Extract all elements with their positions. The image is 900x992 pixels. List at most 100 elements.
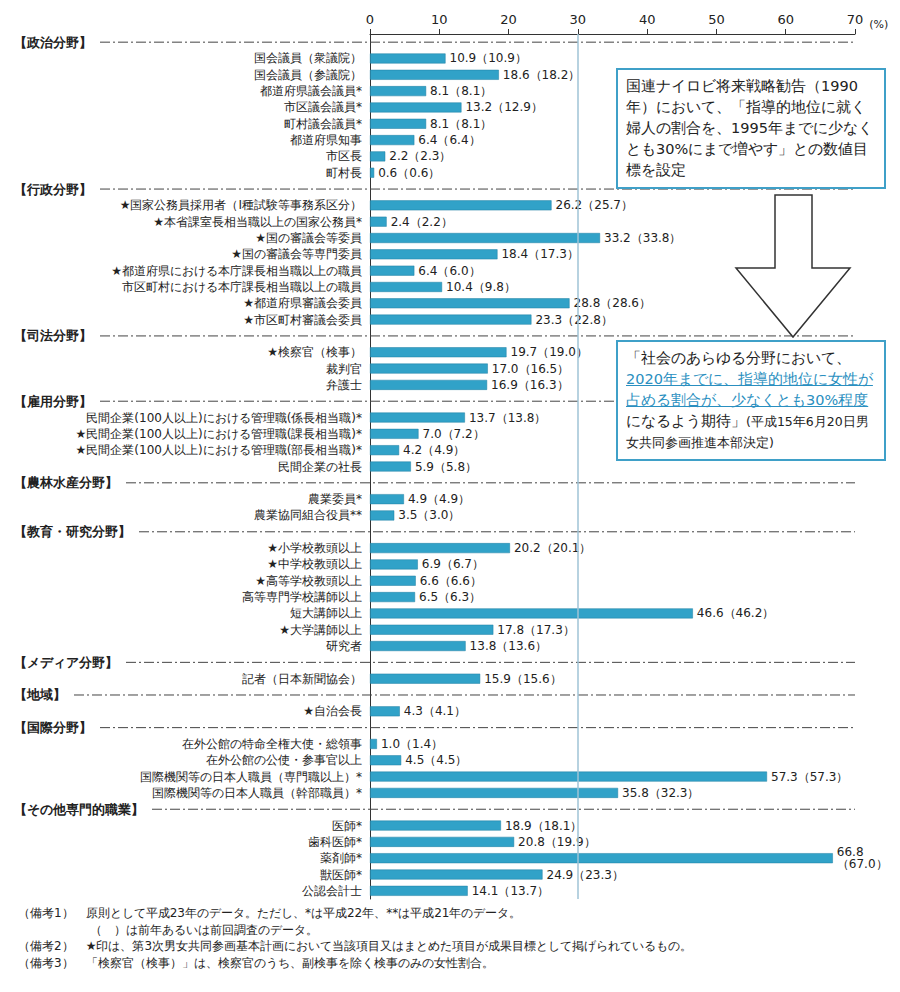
svg-text:短大講師以上: 短大講師以上 [290,606,362,620]
svg-text:町村議会議員*: 町村議会議員* [284,117,362,131]
svg-text:★民間企業(100人以上)における管理職(部長相当職)*: ★民間企業(100人以上)における管理職(部長相当職)* [76,443,362,457]
svg-text:30: 30 [570,12,587,27]
svg-text:15.9（15.6）: 15.9（15.6） [484,672,561,686]
svg-text:国会議員（衆議院）: 国会議員（衆議院） [254,51,362,65]
svg-text:5.9（5.8）: 5.9（5.8） [415,460,477,474]
svg-text:都道府県議会議員*: 都道府県議会議員* [260,84,362,98]
svg-text:★国家公務員採用者（Ⅰ種試験等事務系区分）: ★国家公務員採用者（Ⅰ種試験等事務系区分） [120,198,362,212]
svg-text:4.5（4.5）: 4.5（4.5） [405,753,467,767]
svg-text:医師*: 医師* [332,819,362,833]
svg-text:市区長: 市区長 [326,149,362,163]
svg-text:国会議員（参議院）: 国会議員（参議院） [254,68,362,82]
svg-text:【メディア分野】: 【メディア分野】 [14,655,118,670]
svg-text:★小学校教頭以上: ★小学校教頭以上 [267,541,362,555]
svg-text:23.3（22.8）: 23.3（22.8） [535,313,612,327]
svg-text:高等専門学校講師以上: 高等専門学校講師以上 [242,590,362,604]
svg-text:4.3（4.1）: 4.3（4.1） [404,704,466,718]
svg-text:20.2（20.1）: 20.2（20.1） [514,541,591,555]
svg-text:2.2（2.3）: 2.2（2.3） [389,149,451,163]
svg-text:6.5（6.3）: 6.5（6.3） [419,590,481,604]
svg-text:70: 70 [847,12,864,27]
svg-text:在外公館の公使・参事官以上: 在外公館の公使・参事官以上 [206,753,362,767]
svg-text:【雇用分野】: 【雇用分野】 [14,394,92,409]
svg-text:10.9（10.9）: 10.9（10.9） [450,51,527,65]
svg-text:民間企業の社長: 民間企業の社長 [278,460,362,474]
svg-text:研究者: 研究者 [326,639,362,653]
svg-text:3.5（3.0）: 3.5（3.0） [398,508,460,522]
svg-text:13.2（12.9）: 13.2（12.9） [465,100,542,114]
svg-text:弁護士: 弁護士 [326,378,362,392]
svg-text:20: 20 [500,12,517,27]
svg-text:国際機関等の日本人職員（専門職以上）*: 国際機関等の日本人職員（専門職以上）* [140,770,362,784]
svg-text:記者（日本新聞協会）: 記者（日本新聞協会） [242,672,362,686]
svg-text:★本省課室長相当職以上の国家公務員*: ★本省課室長相当職以上の国家公務員* [153,215,362,229]
svg-text:46.6（46.2）: 46.6（46.2） [697,606,774,620]
svg-text:28.8（28.6）: 28.8（28.6） [574,296,651,310]
svg-text:6.9（6.7）: 6.9（6.7） [422,557,484,571]
svg-text:18.9（18.1）: 18.9（18.1） [505,819,582,833]
svg-text:57.3（57.3）: 57.3（57.3） [771,770,848,784]
svg-text:★民間企業(100人以上)における管理職(課長相当職)*: ★民間企業(100人以上)における管理職(課長相当職)* [76,427,362,441]
svg-text:市区町村における本庁課長相当職以上の職員: 市区町村における本庁課長相当職以上の職員 [122,280,362,294]
svg-text:6.6（6.6）: 6.6（6.6） [420,574,482,588]
svg-text:14.1（13.7）: 14.1（13.7） [472,884,549,898]
svg-text:都道府県知事: 都道府県知事 [290,133,362,147]
svg-text:★大学講師以上: ★大学講師以上 [279,623,362,637]
svg-text:★国の審議会等専門委員: ★国の審議会等専門委員 [231,247,362,261]
svg-text:17.8（17.3）: 17.8（17.3） [497,623,574,637]
svg-text:20.8（19.9）: 20.8（19.9） [518,835,595,849]
svg-text:8.1（8.1）: 8.1（8.1） [430,84,492,98]
svg-text:4.2（4.9）: 4.2（4.9） [403,443,465,457]
svg-text:薬剤師*: 薬剤師* [320,851,362,865]
svg-text:10: 10 [431,12,448,27]
svg-text:農業委員*: 農業委員* [308,492,362,506]
svg-text:19.7（19.0）: 19.7（19.0） [510,345,587,359]
svg-text:【国際分野】: 【国際分野】 [14,720,92,735]
svg-text:★中学校教頭以上: ★中学校教頭以上 [267,557,362,571]
svg-text:町村長: 町村長 [326,166,362,180]
svg-text:獣医師*: 獣医師* [320,868,362,882]
svg-text:【農林水産分野】: 【農林水産分野】 [14,475,118,490]
svg-text:【行政分野】: 【行政分野】 [14,182,92,197]
svg-text:0.6（0.6）: 0.6（0.6） [378,166,440,180]
svg-text:16.9（16.3）: 16.9（16.3） [491,378,568,392]
svg-text:2.4（2.2）: 2.4（2.2） [391,215,453,229]
svg-text:10.4（9.8）: 10.4（9.8） [446,280,516,294]
svg-text:在外公館の特命全権大使・総領事: 在外公館の特命全権大使・総領事 [182,737,362,751]
svg-text:17.0（16.5）: 17.0（16.5） [492,362,569,376]
svg-text:★都道府県審議会委員: ★都道府県審議会委員 [243,296,362,310]
svg-text:歯科医師*: 歯科医師* [308,835,362,849]
svg-text:★検察官（検事）: ★検察官（検事） [267,345,362,359]
svg-text:0: 0 [366,12,374,27]
svg-text:民間企業(100人以上)における管理職(係長相当職)*: 民間企業(100人以上)における管理職(係長相当職)* [86,411,362,425]
svg-text:13.7（13.8）: 13.7（13.8） [469,411,546,425]
svg-text:国際機関等の日本人職員（幹部職員）*: 国際機関等の日本人職員（幹部職員）* [152,786,362,800]
svg-text:8.1（8.1）: 8.1（8.1） [430,117,492,131]
svg-text:★自治会長: ★自治会長 [303,704,362,718]
svg-text:26.2（25.7）: 26.2（25.7） [556,198,633,212]
svg-text:(%): (%) [869,18,888,31]
svg-text:24.9（23.3）: 24.9（23.3） [547,868,624,882]
svg-text:裁判官: 裁判官 [326,362,362,376]
svg-text:農業協同組合役員**: 農業協同組合役員** [254,508,362,522]
svg-text:50: 50 [708,12,725,27]
svg-text:18.6（18.2）: 18.6（18.2） [503,68,580,82]
svg-text:★市区町村審議会委員: ★市区町村審議会委員 [243,313,362,327]
svg-text:60: 60 [777,12,794,27]
svg-text:★高等学校教頭以上: ★高等学校教頭以上 [255,574,362,588]
svg-text:4.9（4.9）: 4.9（4.9） [408,492,470,506]
svg-text:33.2（33.8）: 33.2（33.8） [604,231,681,245]
svg-text:【地域】: 【地域】 [14,687,66,702]
svg-text:市区議会議員*: 市区議会議員* [284,100,362,114]
svg-text:【政治分野】: 【政治分野】 [14,35,92,50]
svg-text:1.0（1.4）: 1.0（1.4） [381,737,443,751]
svg-text:★都道府県における本庁課長相当職以上の職員: ★都道府県における本庁課長相当職以上の職員 [111,264,362,278]
svg-text:40: 40 [639,12,656,27]
svg-text:【その他専門的職業】: 【その他専門的職業】 [14,802,144,817]
svg-text:6.4（6.4）: 6.4（6.4） [418,133,480,147]
svg-text:【司法分野】: 【司法分野】 [14,328,92,343]
svg-text:★国の審議会等委員: ★国の審議会等委員 [255,231,362,245]
svg-text:35.8（32.3）: 35.8（32.3） [622,786,699,800]
svg-text:13.8（13.6）: 13.8（13.6） [470,639,547,653]
svg-text:7.0（7.2）: 7.0（7.2） [423,427,485,441]
